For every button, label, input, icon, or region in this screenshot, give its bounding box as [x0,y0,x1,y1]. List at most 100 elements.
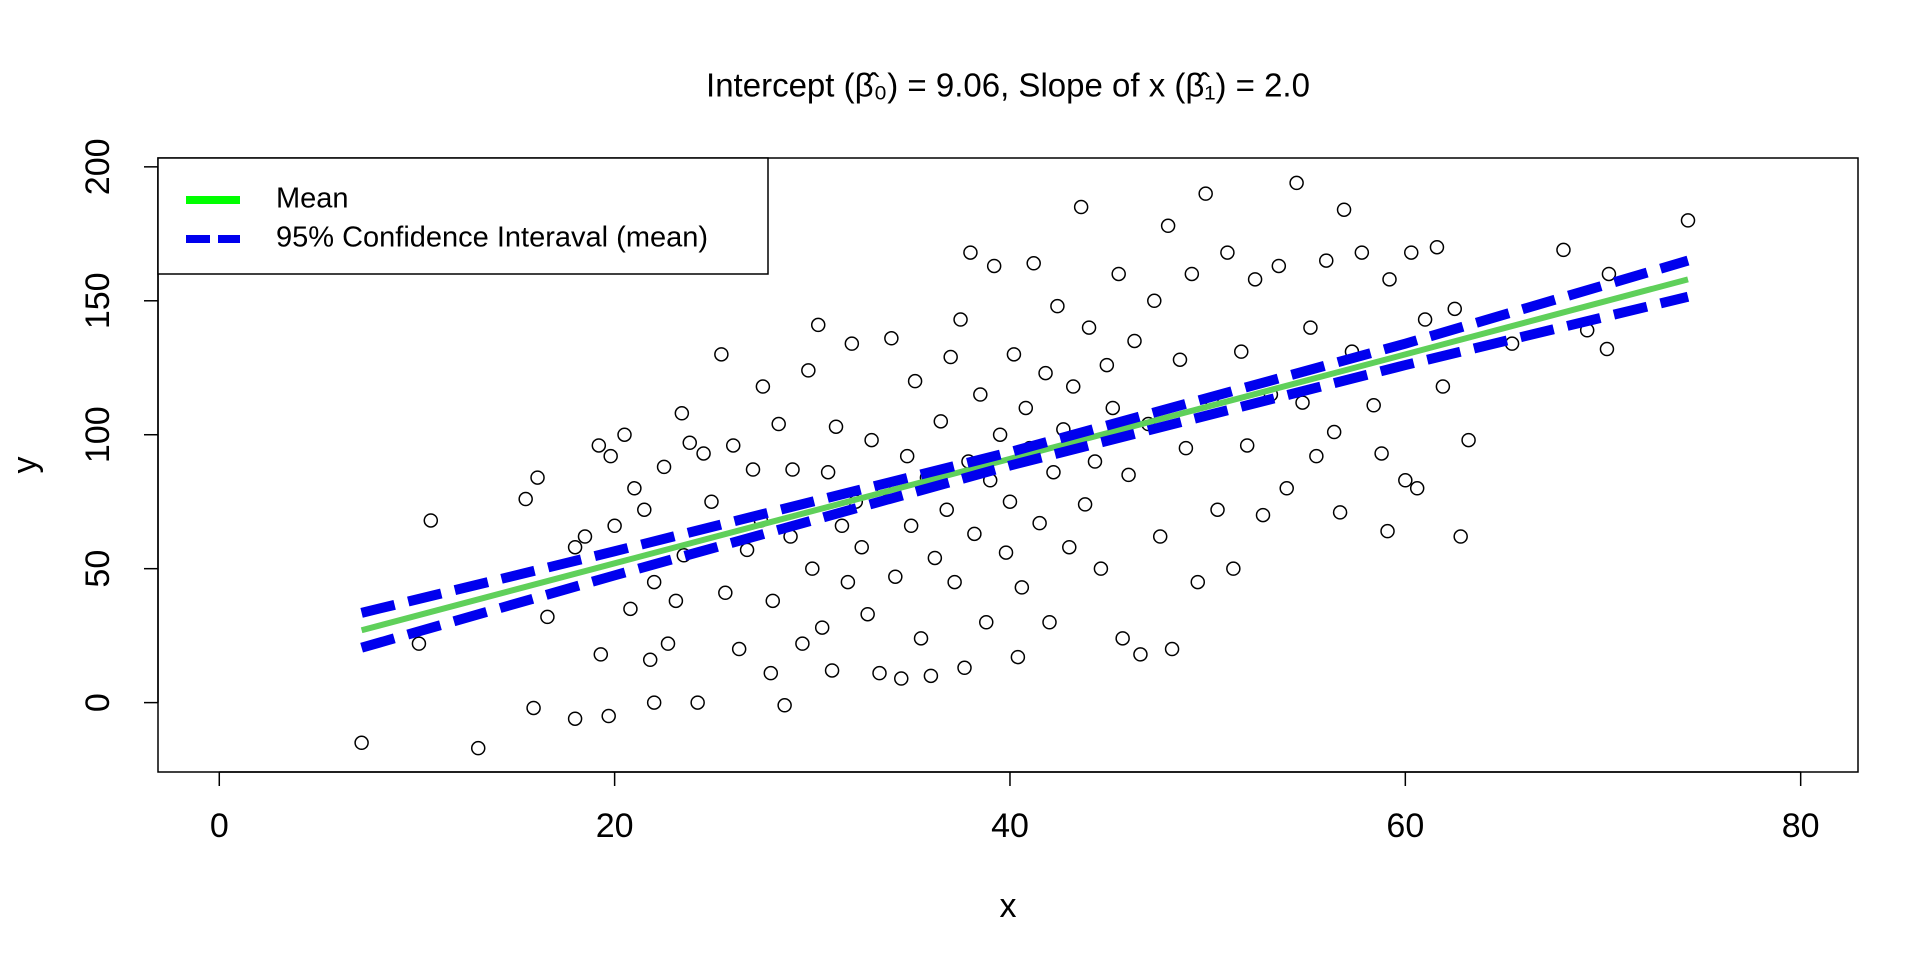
point [354,735,369,751]
point [1087,454,1103,469]
point [913,631,929,646]
point [1147,293,1162,309]
point [1309,448,1324,464]
point [530,470,545,485]
point [1220,245,1235,260]
point [755,379,771,394]
point [627,481,642,496]
point [805,561,820,576]
point [1160,218,1176,234]
y-tick-label: 0 [79,693,117,712]
point [591,438,607,453]
point [1409,481,1425,496]
point [957,660,972,676]
point [1014,580,1030,595]
point [725,438,741,453]
legend-label: 95% Confidence Interaval (mean) [276,222,708,254]
point [1326,424,1342,440]
point [518,491,533,507]
point [690,695,705,710]
point [943,349,958,365]
point [646,574,662,590]
point [1380,523,1395,539]
ci-line [360,255,1690,618]
chart-title: Intercept (β̂₀) = 9.06, Slope of x (β̂₁)… [706,67,1310,104]
point [1164,641,1180,657]
point [986,258,1002,274]
point [1042,615,1057,630]
point [939,502,954,517]
point [765,593,781,609]
point [1447,301,1462,317]
x-tick-label: 20 [596,807,634,845]
point [1073,199,1089,215]
point [979,615,994,630]
point [668,593,684,609]
point [1184,266,1200,282]
point [1105,400,1121,416]
point [1453,529,1468,544]
point [1382,272,1397,287]
point [1093,561,1109,576]
point [1006,347,1022,362]
point [1680,213,1696,228]
point [540,609,555,625]
point [656,459,672,475]
point [992,427,1008,442]
point [603,448,618,464]
y-tick-label: 100 [79,406,117,463]
point [785,462,800,477]
point [718,585,733,601]
point [801,363,816,378]
point [1366,398,1381,413]
y-tick-label: 150 [79,272,117,329]
point [1226,561,1241,576]
point [745,462,761,477]
point [1115,631,1130,646]
point [953,312,968,327]
point [674,406,690,421]
point [1099,357,1115,373]
x-tick-label: 40 [991,807,1029,845]
point [824,663,840,678]
point [623,601,638,617]
point [899,448,915,464]
point [1303,320,1318,335]
point [894,671,909,686]
ci-line [360,291,1690,653]
point [834,518,850,534]
point [998,545,1014,560]
point [1289,175,1304,191]
point [607,518,622,534]
point [1404,245,1419,260]
point [637,502,652,517]
point [1127,333,1142,349]
point [1111,266,1126,282]
y-tick-label: 200 [79,138,117,195]
x-axis-label: x [1000,887,1017,925]
point [1050,298,1065,314]
point [1234,344,1249,359]
point [1271,258,1287,274]
point [828,419,844,434]
point [884,331,899,346]
point [593,647,609,662]
point [1198,186,1213,201]
point [1172,352,1188,367]
point [1601,266,1617,282]
point [1026,256,1041,271]
point [1417,312,1433,327]
point [526,700,541,716]
point [820,464,836,480]
point [1429,239,1445,255]
point [967,526,982,542]
point [731,641,747,657]
point [1121,467,1136,483]
point [704,494,719,509]
point [864,432,879,448]
point [840,574,856,590]
point [973,387,988,402]
point [947,574,962,590]
point [1077,497,1093,512]
